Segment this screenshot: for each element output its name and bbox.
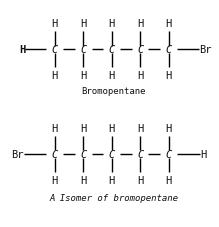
Text: H: H bbox=[109, 71, 115, 81]
Text: Bromopentane: Bromopentane bbox=[82, 86, 146, 95]
Text: H: H bbox=[80, 175, 86, 185]
Text: H: H bbox=[109, 175, 115, 185]
Text: H: H bbox=[109, 19, 115, 29]
Text: H: H bbox=[201, 149, 207, 159]
Text: H: H bbox=[52, 175, 58, 185]
Text: H: H bbox=[166, 175, 172, 185]
Text: Br: Br bbox=[11, 149, 24, 159]
Text: H: H bbox=[109, 123, 115, 133]
Text: C: C bbox=[80, 45, 86, 55]
Text: C: C bbox=[52, 149, 58, 159]
Text: C: C bbox=[52, 45, 58, 55]
Text: H: H bbox=[137, 123, 143, 133]
Text: H: H bbox=[19, 45, 25, 55]
Text: C: C bbox=[166, 149, 172, 159]
Text: H: H bbox=[80, 123, 86, 133]
Text: C: C bbox=[137, 149, 143, 159]
Text: H: H bbox=[137, 175, 143, 185]
Text: H: H bbox=[137, 71, 143, 81]
Text: C: C bbox=[80, 149, 86, 159]
Text: A Isomer of bromopentane: A Isomer of bromopentane bbox=[49, 193, 178, 202]
Text: H: H bbox=[80, 71, 86, 81]
Text: C: C bbox=[166, 45, 172, 55]
Text: C: C bbox=[109, 149, 115, 159]
Text: H: H bbox=[52, 71, 58, 81]
Text: H: H bbox=[52, 123, 58, 133]
Text: H: H bbox=[52, 19, 58, 29]
Text: C: C bbox=[137, 45, 143, 55]
Text: Br: Br bbox=[200, 45, 212, 55]
Text: H: H bbox=[80, 19, 86, 29]
Text: H: H bbox=[137, 19, 143, 29]
Text: C: C bbox=[109, 45, 115, 55]
Text: H: H bbox=[166, 19, 172, 29]
Text: H: H bbox=[166, 123, 172, 133]
Text: H: H bbox=[166, 71, 172, 81]
